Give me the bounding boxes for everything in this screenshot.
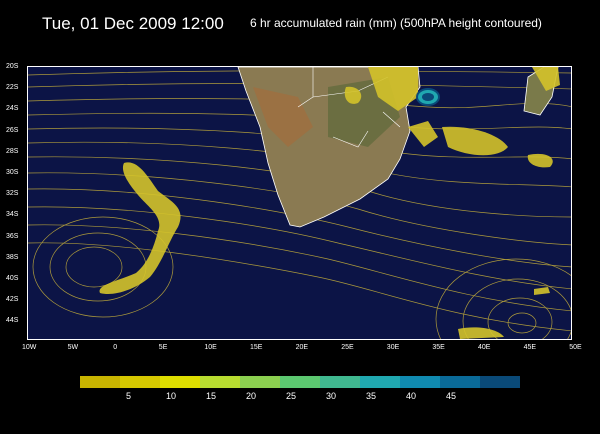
date-title: Tue, 01 Dec 2009 12:00 xyxy=(42,14,224,33)
lat-label: 34S xyxy=(6,211,19,219)
colorbar-swatch xyxy=(160,376,200,388)
lon-label: 10W xyxy=(22,344,37,351)
map-frame xyxy=(27,66,572,340)
colorbar-label: 30 xyxy=(326,391,337,401)
lon-label: 50E xyxy=(569,344,582,351)
lat-label: 26S xyxy=(6,126,19,134)
product-title: 6 hr accumulated rain (mm) (500hPA heigh… xyxy=(250,16,542,30)
colorbar-label: 40 xyxy=(406,391,417,401)
lat-label: 40S xyxy=(6,275,19,282)
lon-label: 15E xyxy=(250,344,263,351)
lon-label: 35E xyxy=(432,344,445,351)
rain-areas xyxy=(99,67,560,339)
colorbar-swatch xyxy=(240,376,280,388)
weather-map xyxy=(28,67,571,339)
lat-label: 38S xyxy=(6,253,19,261)
lon-label: 5E xyxy=(158,344,168,351)
colorbar-swatch xyxy=(120,376,160,388)
lat-label: 32S xyxy=(6,190,19,198)
lat-label: 28S xyxy=(6,147,19,155)
lat-label: 24S xyxy=(6,105,19,113)
colorbar-label: 10 xyxy=(166,391,177,401)
lat-label: 30S xyxy=(6,169,19,176)
colorbar-label: 45 xyxy=(446,391,457,401)
lon-label: 10E xyxy=(204,344,217,351)
lon-label: 45E xyxy=(523,344,537,351)
colorbar-label: 15 xyxy=(206,391,217,401)
lon-label: 40E xyxy=(478,344,491,351)
colorbar-swatch xyxy=(440,376,480,388)
lat-label: 36S xyxy=(6,232,19,240)
colorbar-swatch xyxy=(200,376,240,388)
colorbar-swatch xyxy=(400,376,440,388)
colorbar-label: 35 xyxy=(366,391,377,401)
lat-label: 44S xyxy=(6,317,19,325)
lon-label: 30E xyxy=(386,344,400,351)
lon-label: 5W xyxy=(67,344,79,351)
rain-colorbar xyxy=(80,376,520,388)
colorbar-label: 20 xyxy=(246,391,257,401)
colorbar-swatch xyxy=(80,376,120,388)
lon-label: 20E xyxy=(295,344,309,351)
lat-label: 20S xyxy=(6,63,19,70)
lat-label: 22S xyxy=(6,84,19,92)
lat-label: 42S xyxy=(6,296,19,304)
colorbar-label: 25 xyxy=(286,391,297,401)
colorbar-swatch xyxy=(280,376,320,388)
colorbar-label: 5 xyxy=(126,391,132,401)
colorbar-swatch xyxy=(360,376,400,388)
lon-label: 0 xyxy=(113,344,118,351)
colorbar-swatch xyxy=(320,376,360,388)
lon-label: 25E xyxy=(341,344,354,351)
colorbar-swatch xyxy=(480,376,520,388)
